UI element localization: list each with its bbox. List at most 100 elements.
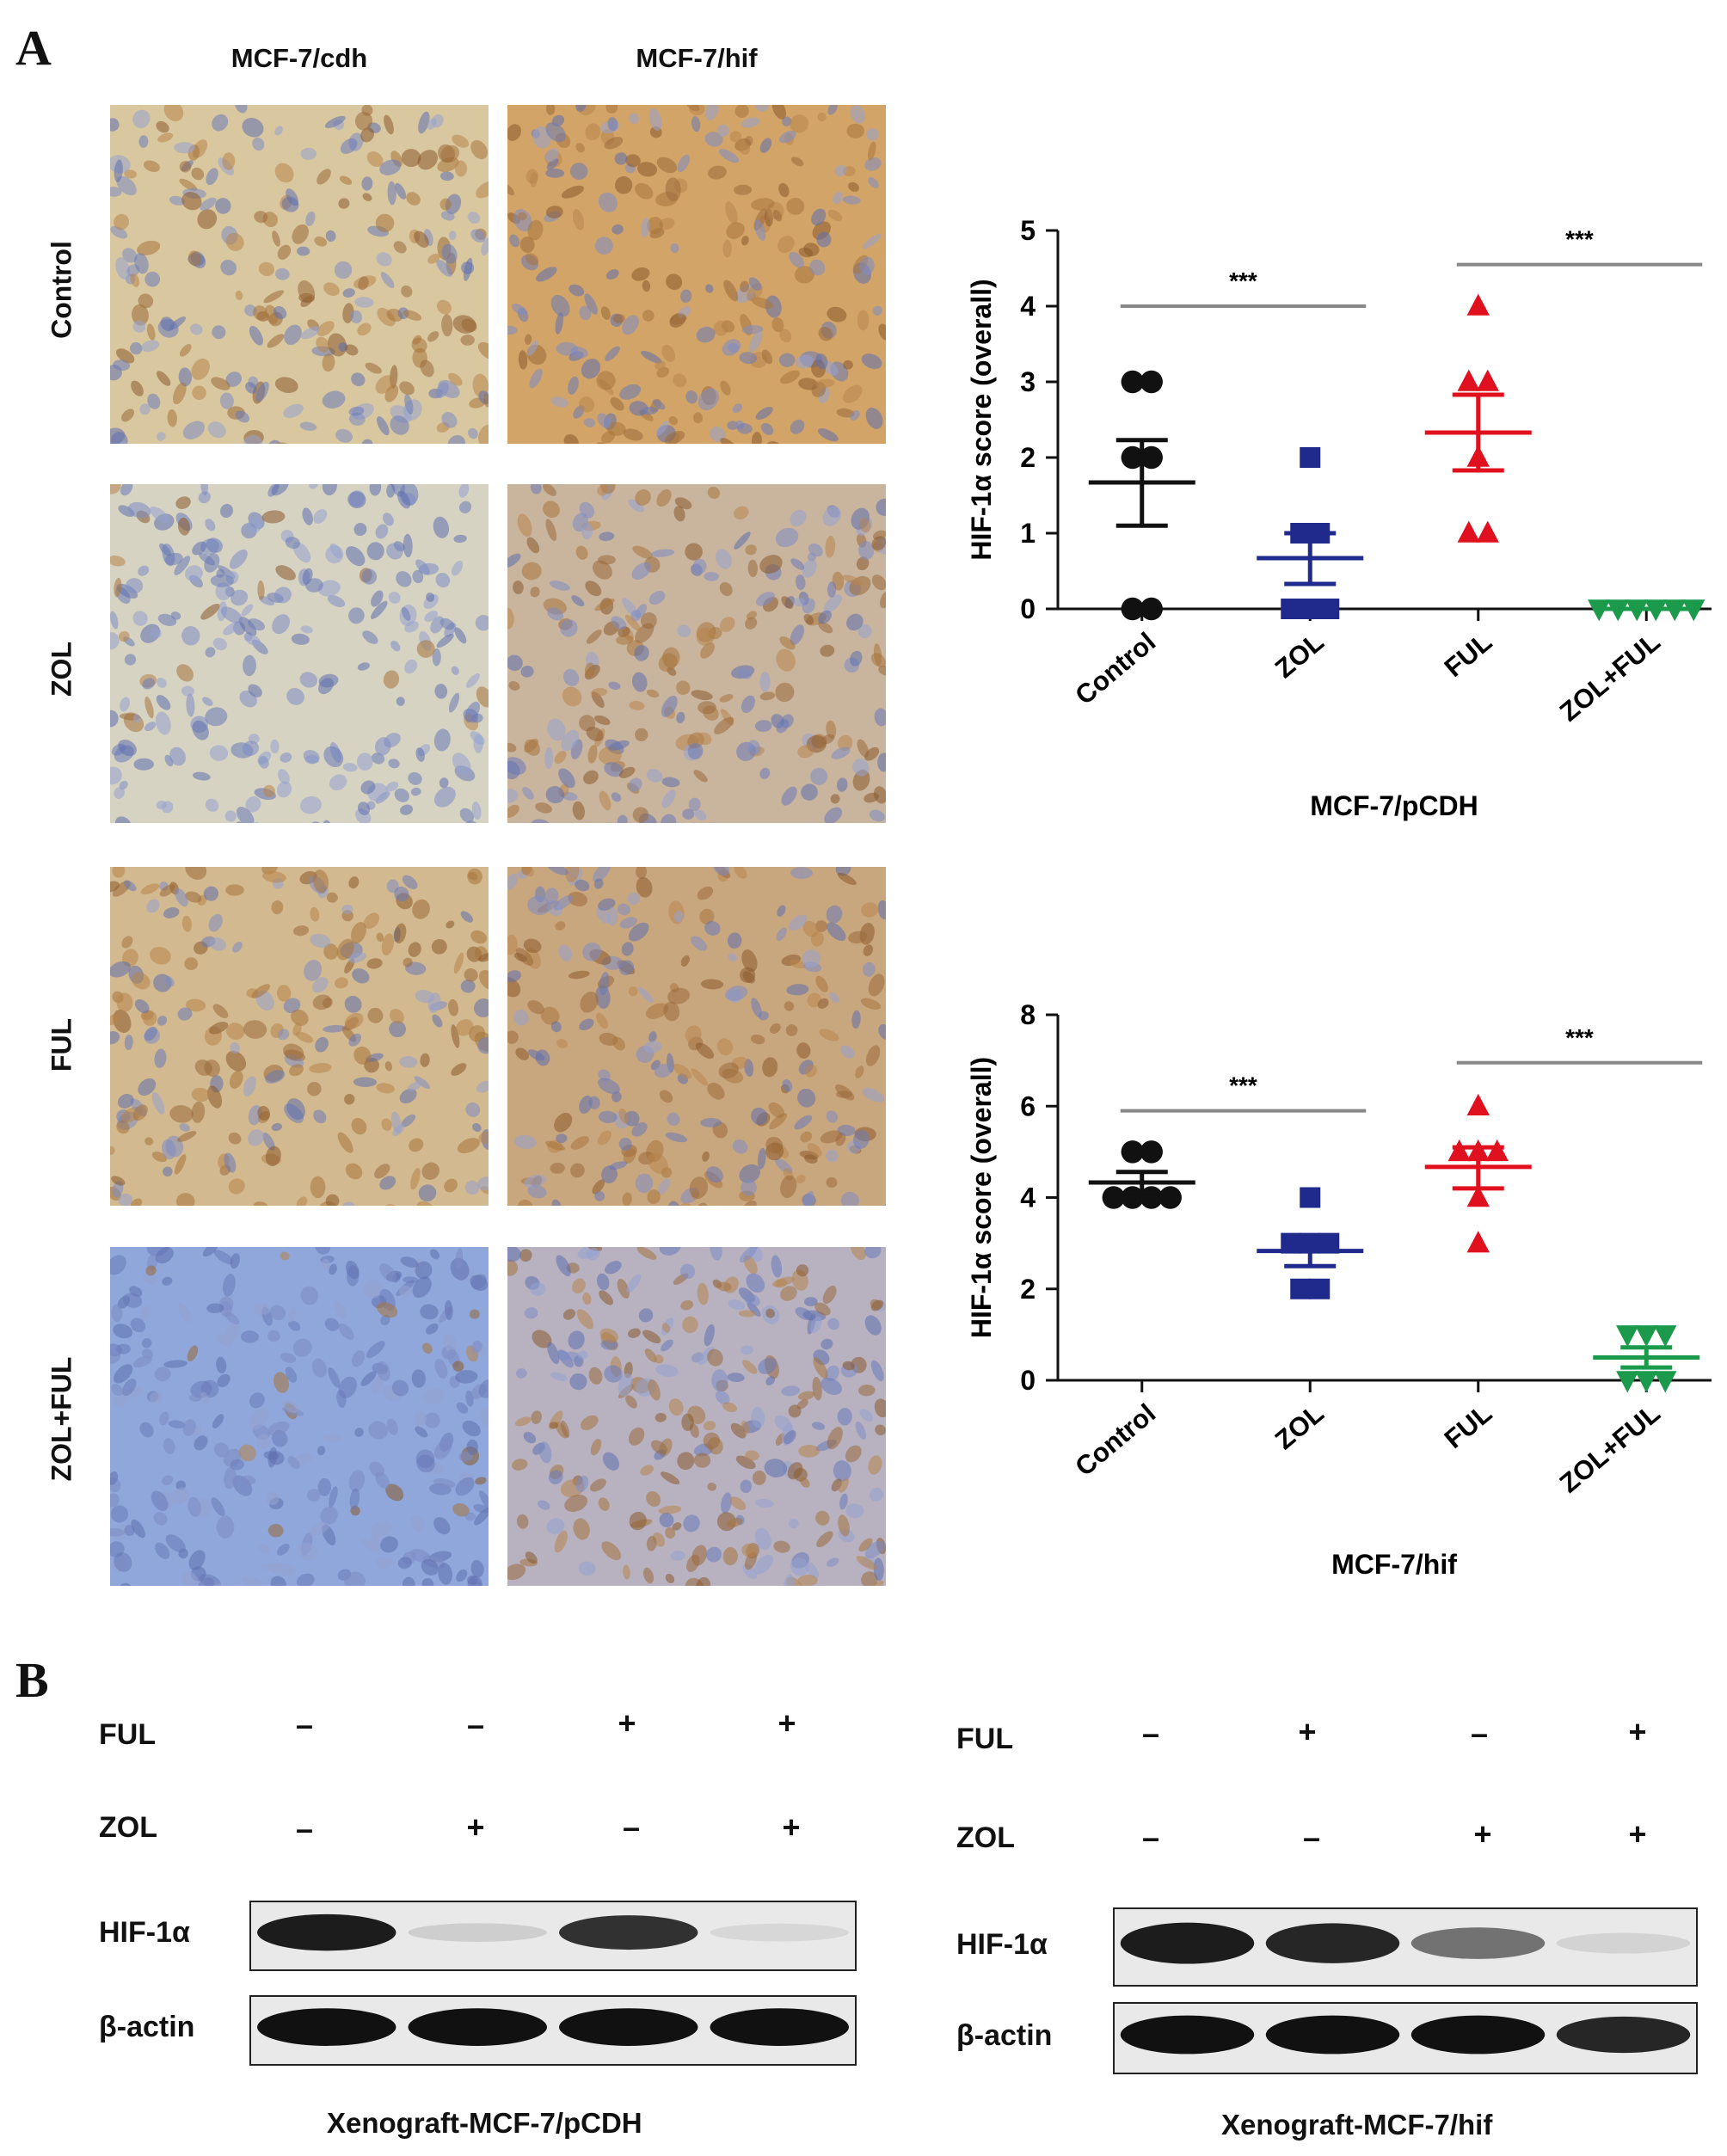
data-point xyxy=(1616,1325,1639,1348)
wb1-condition-zol-label: ZOL xyxy=(99,1811,157,1844)
series-zol-ful xyxy=(1588,599,1705,622)
micrograph-cdh-zol-ful xyxy=(110,1247,489,1586)
wb1-band-label-hif: HIF-1α xyxy=(99,1916,190,1949)
data-point xyxy=(1318,599,1340,619)
series-zol xyxy=(1257,1187,1364,1299)
wb2-condition-ful-label: FUL xyxy=(956,1723,1014,1755)
micrograph-hif-control xyxy=(507,105,886,444)
data-point xyxy=(1140,597,1163,621)
micrograph-cdh-ful xyxy=(110,867,489,1206)
wb1-ful-sign-4: + xyxy=(777,1705,796,1741)
wb2-zol-sign-3: + xyxy=(1473,1816,1492,1852)
wb2-zol-sign-2: – xyxy=(1302,1820,1321,1855)
y-tick-label: 8 xyxy=(1020,999,1036,1030)
data-point xyxy=(1485,1139,1509,1162)
x-axis-label: MCF-7/pCDH xyxy=(1310,790,1478,821)
wb2-ful-sign-3: – xyxy=(1470,1716,1489,1751)
data-point xyxy=(1654,1325,1677,1348)
row-label-zol: ZOL xyxy=(46,642,77,697)
significance-label: *** xyxy=(1565,1024,1594,1051)
micrograph-hif-zol xyxy=(507,484,886,823)
series-control xyxy=(1088,1140,1195,1209)
wb2-band-label-actin: β-actin xyxy=(956,2019,1053,2052)
blot-band xyxy=(257,1913,396,1951)
data-point xyxy=(1159,1186,1182,1209)
data-point xyxy=(1290,1278,1312,1299)
wb1-zol-sign-3: – xyxy=(622,1809,641,1845)
x-tick-label: Control xyxy=(1069,1398,1161,1483)
series-zol-ful xyxy=(1593,1325,1700,1393)
data-point xyxy=(1140,445,1163,470)
y-tick-label: 4 xyxy=(1020,1182,1036,1213)
y-tick-label: 4 xyxy=(1020,291,1036,322)
data-point xyxy=(1635,1325,1658,1348)
data-point xyxy=(1635,1371,1658,1393)
blot-band xyxy=(1410,2015,1546,2055)
row-label-ful: FUL xyxy=(46,1017,77,1072)
data-point xyxy=(1300,1187,1321,1208)
scatter-chart-hif: 0 2 4 6 8 HIF-1α score (overall) Control ZOL FUL… xyxy=(966,999,1712,1580)
blot-band xyxy=(559,1915,698,1950)
column-header-cdh: MCF-7/cdh xyxy=(230,43,368,73)
y-tick-label: 5 xyxy=(1020,215,1036,246)
data-point xyxy=(1121,597,1144,621)
blot-band xyxy=(408,1923,547,1942)
y-axis-label: HIF-1α score (overall) xyxy=(966,1057,997,1338)
series-ful xyxy=(1424,293,1532,543)
data-point xyxy=(1457,369,1480,391)
wb2-zol-sign-4: + xyxy=(1628,1816,1647,1852)
wb2-blot-hif xyxy=(1113,1907,1698,1987)
blot-band xyxy=(710,2008,849,2046)
wb1-ful-sign-3: + xyxy=(618,1705,636,1741)
wb2-zol-sign-1: – xyxy=(1141,1820,1160,1855)
wb1-band-label-actin: β-actin xyxy=(99,2011,195,2043)
micrograph-hif-ful xyxy=(507,867,886,1206)
data-point xyxy=(1466,1231,1490,1253)
wb2-band-label-hif: HIF-1α xyxy=(956,1928,1048,1961)
data-point xyxy=(1447,1139,1471,1162)
wb1-zol-sign-1: – xyxy=(295,1811,314,1846)
significance-label: *** xyxy=(1229,1072,1257,1099)
scatter-chart-pcdh: 0 1 2 3 4 5 HIF-1α score (overall) Control ZOL FU… xyxy=(966,215,1712,821)
data-point xyxy=(1140,370,1163,394)
x-tick-label: ZOL xyxy=(1269,1398,1330,1456)
micrograph-cdh-control xyxy=(110,105,489,444)
wb2-ful-sign-2: + xyxy=(1298,1714,1317,1749)
data-point xyxy=(1466,1185,1490,1207)
x-tick-label: Control xyxy=(1069,627,1161,711)
wb2-caption: Xenograft-MCF-7/hif xyxy=(1221,2109,1493,2141)
wb2-ful-sign-1: – xyxy=(1141,1716,1160,1751)
blot-band xyxy=(1410,1927,1546,1959)
series-ful xyxy=(1424,1093,1532,1253)
y-tick-label: 3 xyxy=(1020,366,1036,397)
x-tick-label: ZOL xyxy=(1269,627,1330,685)
blot-band xyxy=(1556,1932,1691,1954)
wb1-zol-sign-2: + xyxy=(466,1809,485,1845)
series-control xyxy=(1088,370,1195,621)
data-point xyxy=(1300,447,1321,468)
wb1-condition-ful-label: FUL xyxy=(99,1718,157,1751)
data-point xyxy=(1121,445,1144,470)
wb1-blot-hif xyxy=(249,1901,857,1971)
x-axis-label: MCF-7/hif xyxy=(1331,1549,1457,1580)
wb2-blot-actin xyxy=(1113,2002,1698,2074)
data-point xyxy=(1476,369,1499,391)
wb1-blot-actin xyxy=(249,1995,857,2066)
blot-band xyxy=(559,2008,698,2046)
x-tick-label: ZOL+FUL xyxy=(1554,1398,1666,1499)
data-point xyxy=(1281,599,1302,619)
wb1-zol-sign-4: + xyxy=(782,1809,801,1845)
wb1-ful-sign-1: – xyxy=(295,1707,314,1742)
y-tick-label: 0 xyxy=(1020,1365,1036,1396)
wb1-caption: Xenograft-MCF-7/pCDH xyxy=(327,2107,642,2139)
wb2-condition-zol-label: ZOL xyxy=(956,1821,1015,1854)
micrograph-hif-zol-ful xyxy=(507,1247,886,1586)
data-point xyxy=(1476,520,1499,543)
y-tick-label: 0 xyxy=(1020,593,1036,624)
data-point xyxy=(1466,1093,1490,1116)
blot-band xyxy=(710,1923,849,1942)
data-point xyxy=(1466,293,1490,316)
data-point xyxy=(1121,1140,1144,1164)
blot-band xyxy=(1556,2016,1691,2054)
data-point xyxy=(1300,599,1321,619)
